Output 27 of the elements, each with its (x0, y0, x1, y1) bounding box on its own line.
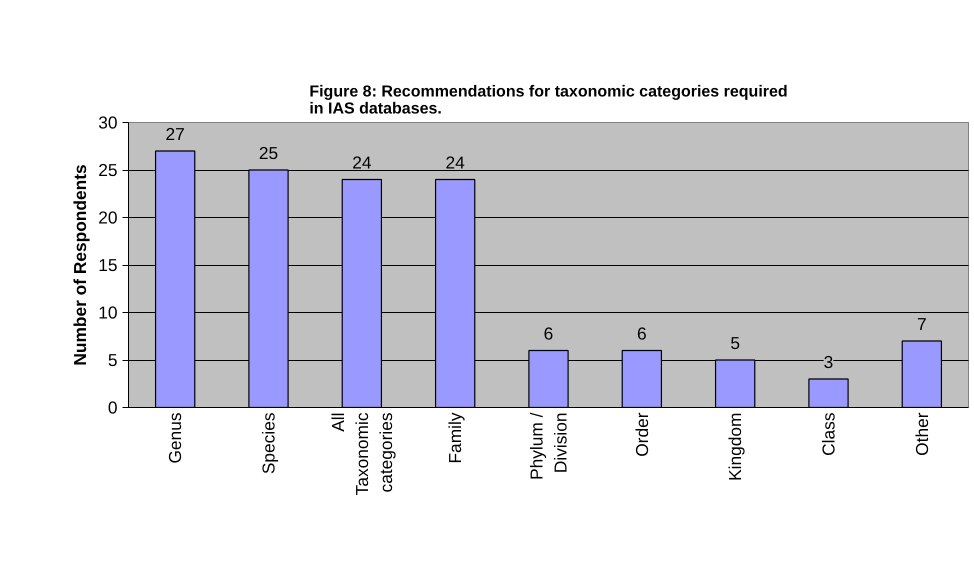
y-tick-label: 30 (98, 112, 118, 132)
data-label: 3 (824, 352, 834, 372)
data-label: 24 (352, 152, 372, 172)
x-tick-label: Family (445, 412, 466, 464)
chart-title: Figure 8: Recommendations for taxonomic categories required in IAS databases. (309, 84, 788, 118)
data-label: 5 (730, 333, 740, 353)
x-tick-label: Genus (165, 412, 186, 464)
y-tick-label: 25 (98, 160, 118, 180)
data-label: 6 (544, 324, 554, 344)
data-label: 7 (917, 314, 927, 334)
data-label: 24 (446, 152, 466, 172)
y-tick-label: 10 (98, 302, 118, 322)
y-tick-label: 0 (108, 398, 118, 418)
x-tick-label: Species (258, 412, 278, 474)
y-tick-label: 20 (98, 208, 118, 228)
x-tick-label: Kingdom (725, 412, 746, 481)
data-label: 25 (258, 143, 278, 163)
y-tick-label: 5 (108, 350, 118, 370)
data-label: 27 (166, 124, 185, 144)
data-label: 6 (637, 324, 647, 344)
x-tick-label: Other (912, 412, 932, 456)
y-axis-title: Number of Respondents (70, 164, 90, 366)
x-tick-label: Order (632, 412, 652, 457)
x-tick-label: Class (818, 412, 838, 456)
x-tick-label: Phylum / Division (526, 412, 570, 480)
x-tick-label: All Taxonomic categories (328, 412, 396, 496)
y-tick-label: 15 (98, 255, 118, 275)
